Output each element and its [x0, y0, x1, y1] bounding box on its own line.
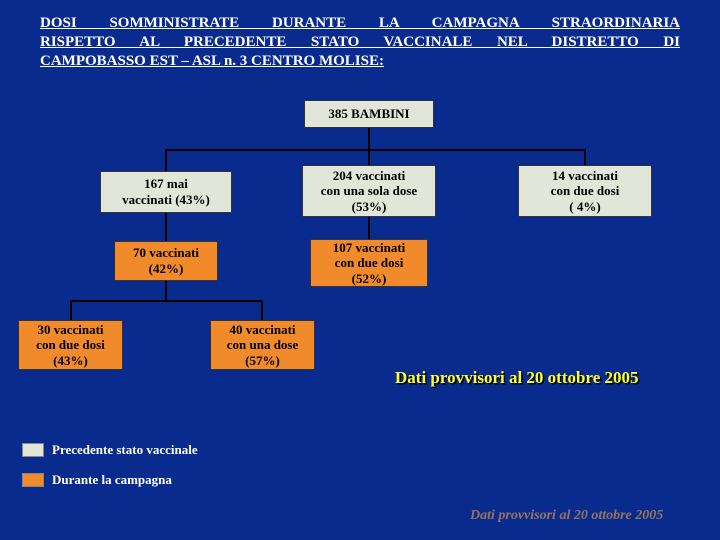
box-c: 14 vaccinaticon due dosi( 4%) — [518, 165, 652, 217]
title-line-2: RISPETTO AL PRECEDENTE STATO VACCINALE N… — [40, 33, 680, 52]
box-a: 167 maivaccinati (43%) — [100, 171, 232, 213]
box-root: 385 BAMBINI — [304, 100, 434, 128]
connector — [70, 300, 72, 320]
legend-swatch-pre — [22, 443, 44, 457]
connector — [165, 149, 167, 171]
legend-swatch-dur — [22, 473, 44, 487]
title-line-3: CAMPOBASSO EST – ASL n. 3 CENTRO MOLISE: — [40, 52, 680, 71]
page-title: DOSI SOMMINISTRATE DURANTE LA CAMPAGNA S… — [0, 0, 720, 70]
connector — [368, 217, 370, 239]
note-faint: Dati provvisori al 20 ottobre 2005 — [470, 508, 663, 524]
legend-dur: Durante la campagna — [22, 472, 172, 488]
legend-label-pre: Precedente stato vaccinale — [52, 442, 198, 458]
title-line-1: DOSI SOMMINISTRATE DURANTE LA CAMPAGNA S… — [40, 14, 680, 33]
box-a1b: 40 vaccinaticon una dose(57%) — [210, 320, 315, 370]
box-b1: 107 vaccinaticon due dosi(52%) — [310, 239, 428, 287]
connector — [261, 300, 263, 320]
connector — [165, 149, 585, 151]
legend-label-dur: Durante la campagna — [52, 472, 172, 488]
connector — [368, 128, 370, 150]
box-a1a: 30 vaccinaticon due dosi(43%) — [18, 320, 123, 370]
box-b: 204 vaccinaticon una sola dose(53%) — [302, 165, 436, 217]
note-provisional: Dati provvisori al 20 ottobre 2005 — [395, 368, 639, 388]
org-chart: 385 BAMBINI 167 maivaccinati (43%) 204 v… — [0, 90, 720, 410]
legend-pre: Precedente stato vaccinale — [22, 442, 198, 458]
connector — [165, 281, 167, 301]
connector — [70, 300, 262, 302]
connector — [165, 213, 167, 241]
box-a1: 70 vaccinati(42%) — [114, 241, 218, 281]
